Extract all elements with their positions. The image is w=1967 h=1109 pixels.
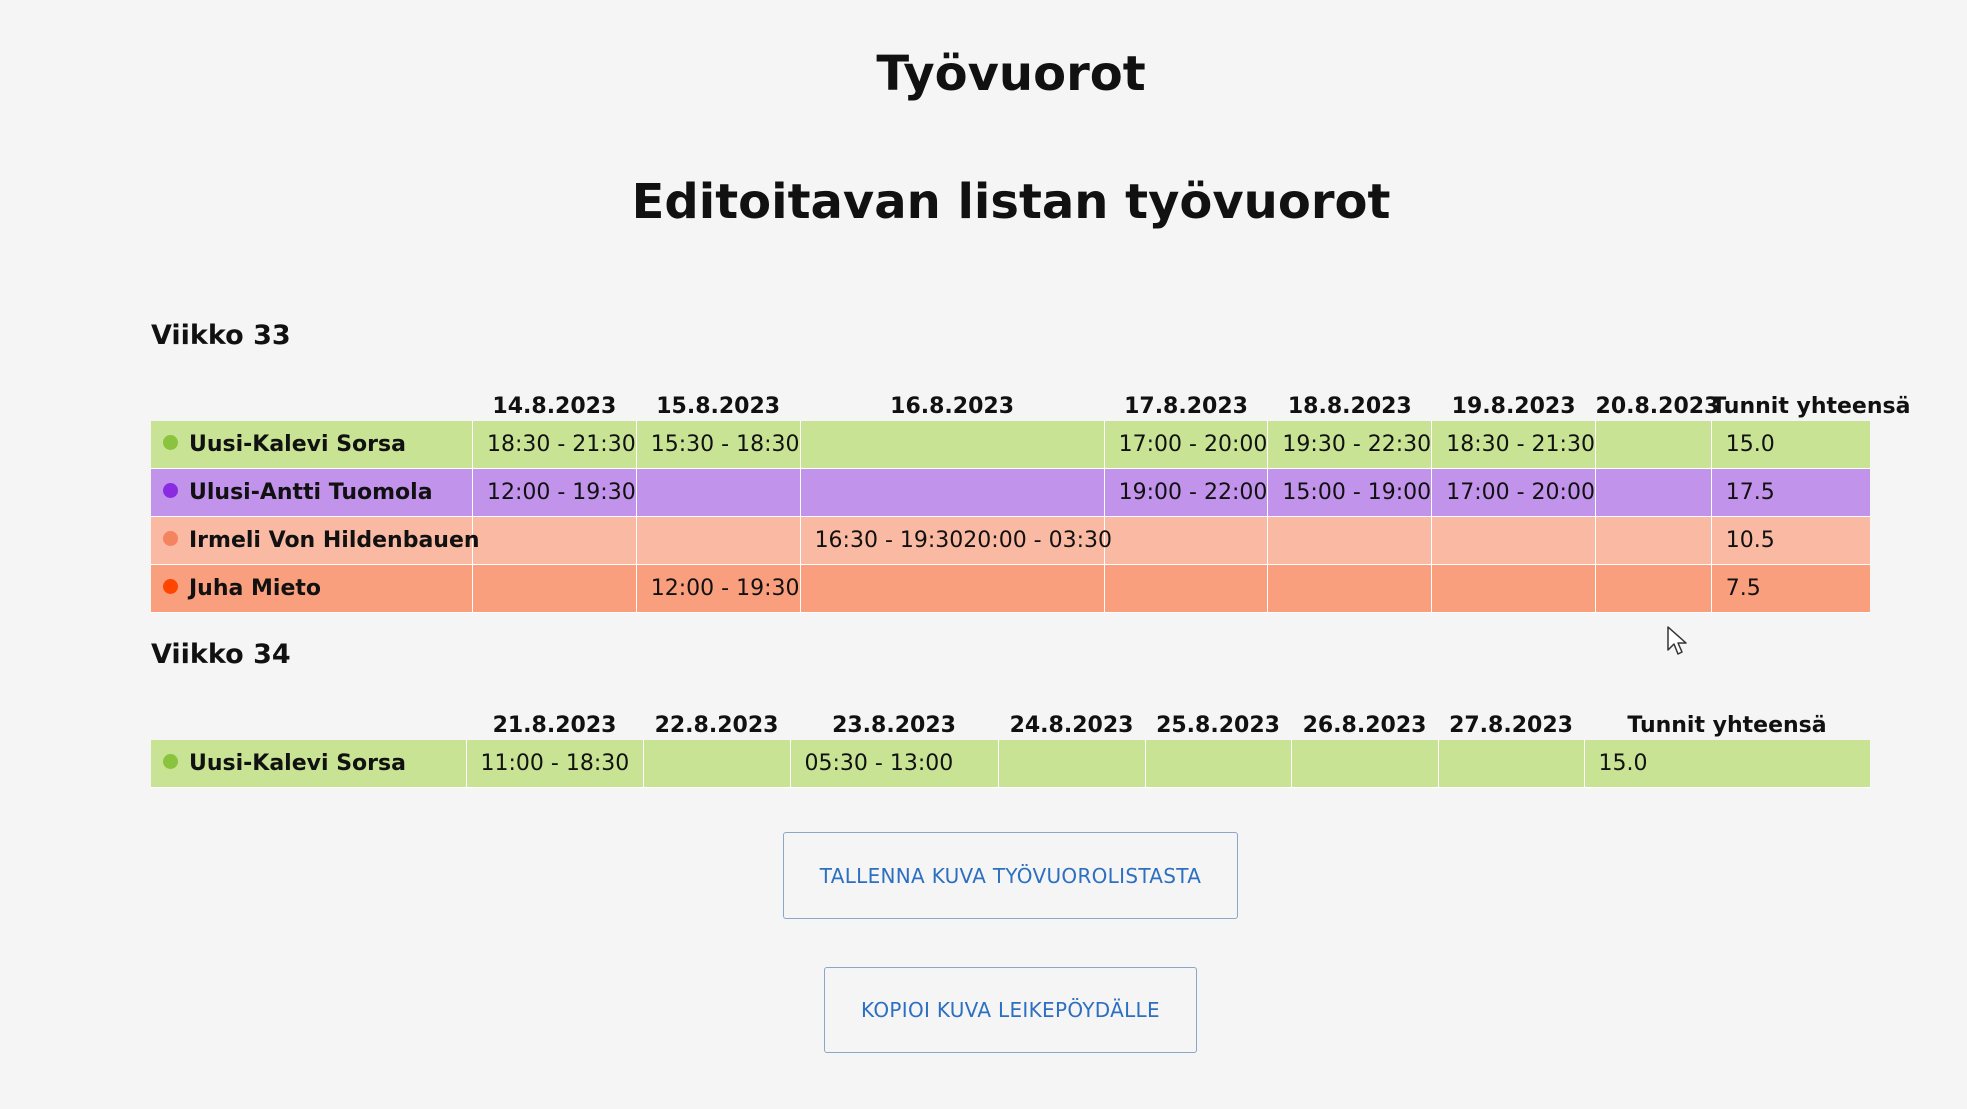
page-subtitle: Editoitavan listan työvuorot [631, 174, 1391, 230]
shift-cell[interactable]: 17:00 - 20:00 [1104, 421, 1269, 469]
date-header: 27.8.2023 [1449, 713, 1573, 738]
employee-color-dot-icon [163, 435, 178, 450]
total-hours-cell: 17.5 [1711, 468, 1870, 517]
employee-name: Juha Mieto [189, 576, 321, 601]
shift-cell[interactable] [1267, 516, 1433, 565]
employee-row: Uusi-Kalevi Sorsa 18:30 - 21:30 15:30 - 18… [151, 421, 1870, 469]
shift-cell[interactable] [1431, 564, 1597, 613]
employee-color-dot-icon [163, 754, 178, 769]
shift-cell[interactable] [998, 740, 1146, 788]
date-header: 14.8.2023 [492, 394, 617, 419]
total-hours-cell: 7.5 [1711, 564, 1870, 613]
date-header: 21.8.2023 [492, 713, 617, 738]
date-header: 23.8.2023 [832, 713, 956, 738]
total-hours-header: Tunnit yhteensä [1711, 394, 1911, 419]
employee-name: Uusi-Kalevi Sorsa [189, 751, 406, 776]
employee-name-cell: Ulusi-Antti Tuomola [151, 468, 473, 517]
shift-cell[interactable] [1595, 468, 1712, 517]
shift-cell[interactable]: 12:00 - 19:30 [636, 564, 801, 613]
employee-color-dot-icon [163, 579, 178, 594]
employee-name: Ulusi-Antti Tuomola [189, 480, 433, 505]
employee-name-cell: Irmeli Von Hildenbauen [151, 516, 480, 565]
shift-cell[interactable]: 18:30 - 21:30 [472, 421, 637, 469]
employee-name: Irmeli Von Hildenbauen [189, 528, 480, 553]
employee-row: Juha Mieto 12:00 - 19:30 7.5 [151, 564, 1870, 613]
shift-cell[interactable] [1431, 516, 1597, 565]
total-hours-cell: 15.0 [1584, 740, 1870, 788]
week-33-header-row: 14.8.2023 15.8.2023 16.8.2023 17.8.2023 … [151, 381, 1911, 421]
date-header: 22.8.2023 [654, 713, 779, 738]
employee-name-cell: Uusi-Kalevi Sorsa [151, 740, 467, 788]
shift-cell[interactable] [1595, 564, 1712, 613]
shift-cell[interactable]: 16:30 - 19:3020:00 - 03:30 [800, 516, 1112, 565]
week-34-schedule-table: 21.8.2023 22.8.2023 23.8.2023 24.8.2023 … [151, 700, 1870, 788]
shift-cell[interactable] [636, 516, 801, 565]
shift-cell[interactable]: 15:30 - 18:30 [636, 421, 801, 469]
employee-color-dot-icon [163, 483, 178, 498]
shift-cell[interactable]: 05:30 - 13:00 [790, 740, 999, 788]
name-column-header [151, 700, 466, 740]
page-title: Työvuorot [876, 46, 1146, 102]
shift-cell[interactable]: 17:00 - 20:00 [1431, 468, 1597, 517]
shift-cell[interactable] [1595, 421, 1712, 469]
total-hours-header: Tunnit yhteensä [1627, 713, 1827, 738]
mouse-cursor-icon [1667, 626, 1687, 655]
shift-cell[interactable] [1291, 740, 1439, 788]
name-column-header [151, 381, 472, 421]
copy-to-clipboard-button[interactable]: KOPIOI KUVA LEIKEPÖYDÄLLE [824, 967, 1197, 1053]
employee-row: Irmeli Von Hildenbauen 16:30 - 19:3020:00… [151, 516, 1870, 565]
employee-row: Uusi-Kalevi Sorsa 11:00 - 18:30 05:30 - 13… [151, 740, 1870, 788]
shift-cell[interactable] [1104, 564, 1269, 613]
employee-name: Uusi-Kalevi Sorsa [189, 432, 406, 457]
shift-cell[interactable] [1267, 564, 1433, 613]
shift-cell[interactable] [472, 564, 637, 613]
shift-cell[interactable] [1438, 740, 1585, 788]
total-hours-cell: 15.0 [1711, 421, 1870, 469]
employee-row: Ulusi-Antti Tuomola 12:00 - 19:30 19:00 - … [151, 468, 1870, 517]
date-header: 17.8.2023 [1124, 394, 1248, 419]
date-header: 15.8.2023 [656, 394, 781, 419]
date-header: 25.8.2023 [1156, 713, 1280, 738]
date-header: 18.8.2023 [1287, 394, 1412, 419]
date-header: 20.8.2023 [1595, 394, 1720, 419]
shift-cell[interactable]: 15:00 - 19:00 [1267, 468, 1433, 517]
shift-cell[interactable] [800, 468, 1105, 517]
employee-name-cell: Uusi-Kalevi Sorsa [151, 421, 473, 469]
week-34-title: Viikko 34 [151, 639, 291, 670]
date-header: 16.8.2023 [890, 394, 1015, 419]
week-34-header-row: 21.8.2023 22.8.2023 23.8.2023 24.8.2023 … [151, 700, 1870, 740]
shift-cell[interactable] [1145, 740, 1292, 788]
date-header: 26.8.2023 [1302, 713, 1427, 738]
shift-cell[interactable] [1104, 516, 1269, 565]
shift-cell[interactable]: 19:30 - 22:30 [1267, 421, 1433, 469]
shift-cell[interactable] [472, 516, 637, 565]
date-header: 19.8.2023 [1451, 394, 1576, 419]
shift-cell[interactable] [1595, 516, 1712, 565]
shift-cell[interactable]: 18:30 - 21:30 [1431, 421, 1597, 469]
week-33-title: Viikko 33 [151, 320, 291, 351]
save-image-button[interactable]: TALLENNA KUVA TYÖVUOROLISTASTA [783, 832, 1238, 919]
shift-cell[interactable] [643, 740, 791, 788]
employee-name-cell: Juha Mieto [151, 564, 473, 613]
week-33-schedule-table: 14.8.2023 15.8.2023 16.8.2023 17.8.2023 … [151, 381, 1911, 613]
shift-cell[interactable] [800, 564, 1105, 613]
date-header: 24.8.2023 [1009, 713, 1134, 738]
total-hours-cell: 10.5 [1711, 516, 1870, 565]
shift-cell[interactable]: 11:00 - 18:30 [466, 740, 644, 788]
employee-color-dot-icon [163, 531, 178, 546]
shift-cell[interactable]: 19:00 - 22:00 [1104, 468, 1269, 517]
shift-cell[interactable] [800, 421, 1105, 469]
shift-cell[interactable]: 12:00 - 19:30 [472, 468, 637, 517]
shift-cell[interactable] [636, 468, 801, 517]
